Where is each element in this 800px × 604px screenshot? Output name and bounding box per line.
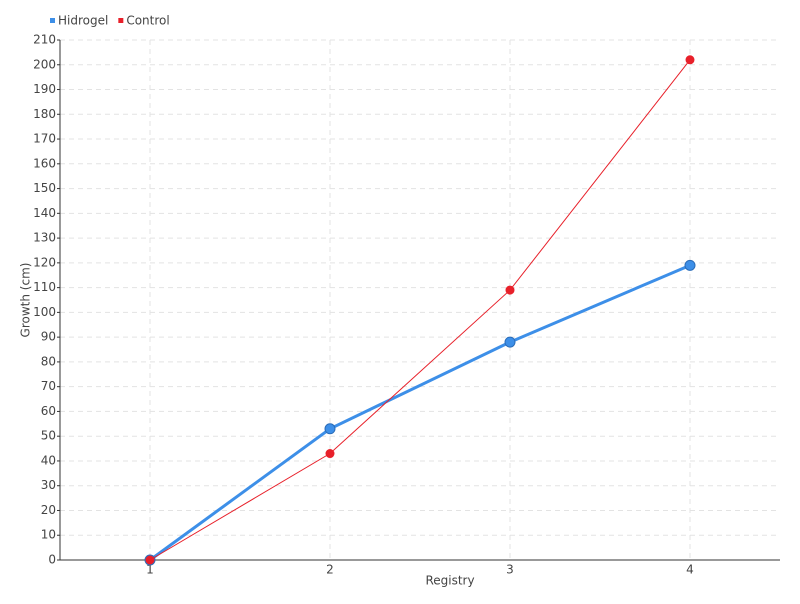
x-axis-title: Registry xyxy=(425,574,474,588)
y-tick-label: 150 xyxy=(33,181,56,195)
y-tick-label: 20 xyxy=(41,503,56,517)
point xyxy=(684,259,696,271)
point xyxy=(504,336,516,348)
x-tick-label: 1 xyxy=(146,563,154,577)
legend-label: Hidrogel xyxy=(58,14,108,28)
y-tick-label: 160 xyxy=(33,156,56,170)
y-tick-label: 0 xyxy=(48,553,56,567)
x-tick-label: 4 xyxy=(686,563,694,577)
y-tick-label: 130 xyxy=(33,231,56,245)
y-tick-label: 110 xyxy=(33,280,56,294)
y-tick-label: 30 xyxy=(41,478,56,492)
point xyxy=(325,449,335,459)
legend-swatch xyxy=(50,18,55,23)
y-axis-title: Growth (cm) xyxy=(19,263,33,338)
y-tick-label: 200 xyxy=(33,57,56,71)
point xyxy=(505,285,515,295)
point xyxy=(324,423,336,435)
y-tick-label: 140 xyxy=(33,206,56,220)
y-tick-label: 210 xyxy=(33,33,56,47)
y-tick-label: 120 xyxy=(33,255,56,269)
y-tick-label: 10 xyxy=(41,528,56,542)
point xyxy=(685,55,695,65)
x-tick-label: 3 xyxy=(506,563,514,577)
y-tick-label: 170 xyxy=(33,132,56,146)
series-line xyxy=(149,263,691,562)
point xyxy=(145,555,155,565)
x-tick-label: 2 xyxy=(326,563,334,577)
series-line xyxy=(149,59,691,561)
y-tick-label: 60 xyxy=(41,404,56,418)
y-tick-label: 90 xyxy=(41,330,56,344)
y-tick-label: 50 xyxy=(41,429,56,443)
y-tick-label: 40 xyxy=(41,453,56,467)
y-tick-label: 190 xyxy=(33,82,56,96)
y-tick-label: 70 xyxy=(41,379,56,393)
y-tick-label: 100 xyxy=(33,305,56,319)
legend-label: Control xyxy=(126,14,169,28)
y-tick-label: 180 xyxy=(33,107,56,121)
legend-swatch xyxy=(118,18,124,23)
y-tick-label: 80 xyxy=(41,354,56,368)
